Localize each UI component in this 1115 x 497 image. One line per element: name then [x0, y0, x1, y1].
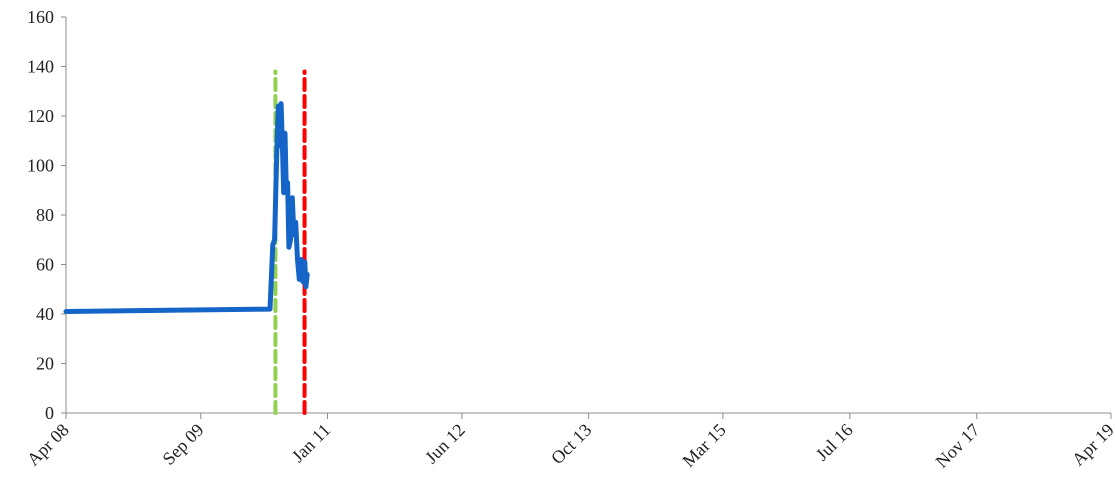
y-tick-label: 100: [27, 156, 54, 176]
x-tick-label: Jan 11: [288, 420, 335, 467]
x-tick-label: Sep 09: [158, 420, 207, 469]
y-tick-label: 80: [36, 205, 54, 225]
y-tick-label: 0: [45, 403, 54, 423]
y-tick-label: 120: [27, 106, 54, 126]
y-axis: 0 20 40 60 80 100 120 140 160: [27, 7, 67, 423]
y-tick-label: 160: [27, 7, 54, 27]
x-axis: Apr 08 Sep 09 Jan 11 Jun 12 Oct 13 Mar 15 Jul …: [23, 412, 1115, 472]
y-tick-label: 40: [36, 304, 54, 324]
x-tick-label: Apr 19: [1068, 420, 1115, 470]
y-tick-label: 140: [27, 57, 54, 77]
series-line-1: [63, 101, 310, 314]
x-tick-label: Jul 16: [812, 420, 857, 465]
x-tick-label: Nov 17: [932, 420, 984, 472]
x-tick-label: Apr 08: [23, 420, 73, 470]
series-group: [63, 101, 310, 314]
x-tick-label: Jun 12: [421, 420, 469, 468]
x-tick-label: Oct 13: [547, 420, 595, 468]
y-tick-label: 20: [36, 354, 54, 374]
x-tick-label: Mar 15: [678, 420, 729, 471]
y-tick-label: 60: [36, 255, 54, 275]
